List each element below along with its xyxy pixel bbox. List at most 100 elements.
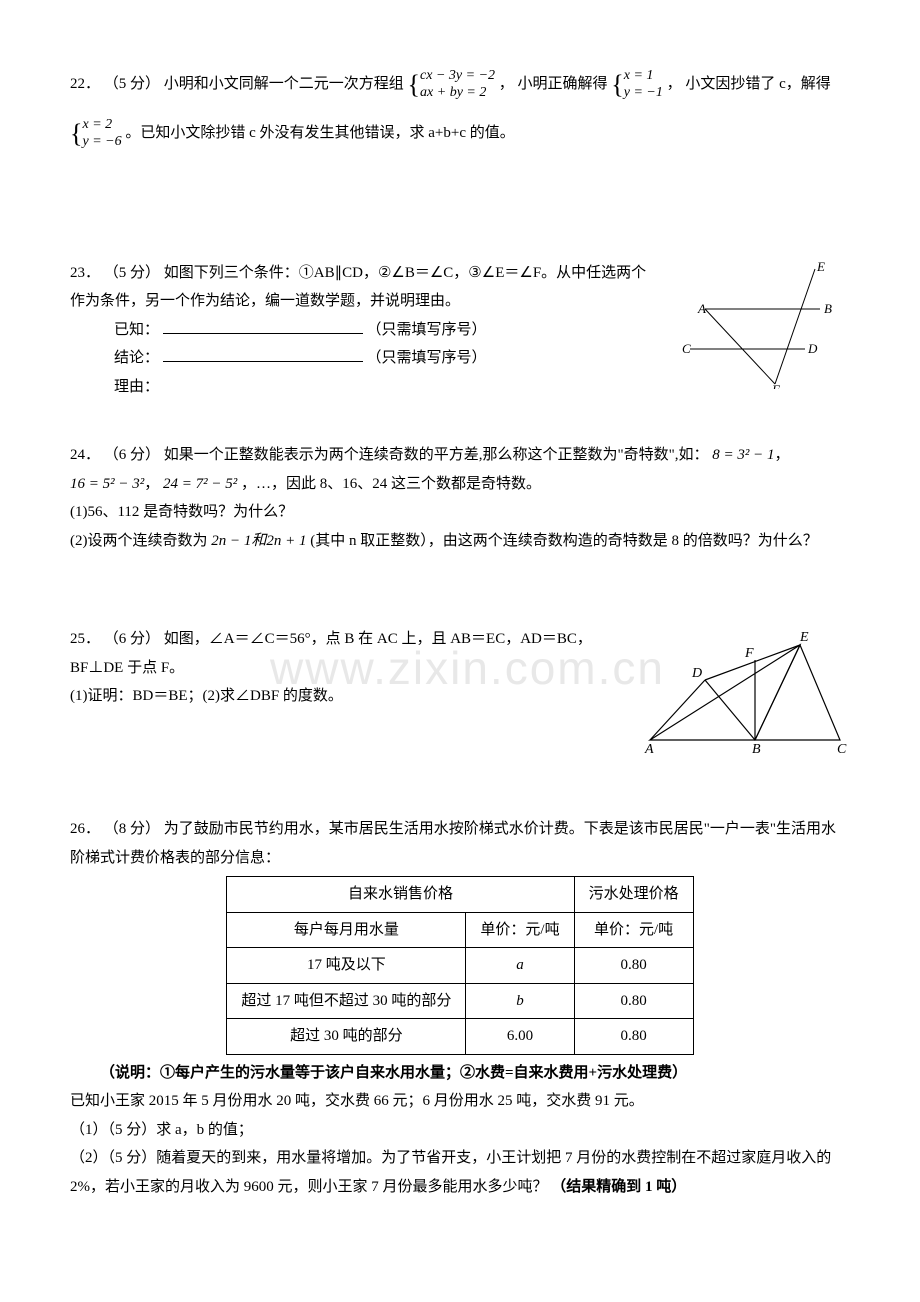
tier-2: 超过 30 吨的部分 bbox=[227, 1019, 466, 1055]
hdr-right: 污水处理价格 bbox=[574, 877, 693, 913]
pt-C: C bbox=[837, 742, 847, 755]
q24-line2: 16 = 5² − 3²， 24 = 7² − 5² ，…，因此 8、16、24… bbox=[70, 470, 850, 499]
q23-conclusion-note: （只需填写序号） bbox=[367, 350, 487, 366]
q26-text: 为了鼓励市民节约用水，某市居民生活用水按阶梯式水价计费。下表是该市民居民"一户一… bbox=[70, 821, 836, 866]
q25-parts: (1)证明：BD＝BE；(2)求∠DBF 的度数。 bbox=[70, 682, 620, 711]
water-price-table: 自来水销售价格 污水处理价格 每户每月用水量 单价：元/吨 单价：元/吨 17 … bbox=[226, 876, 693, 1055]
q24-part2-eq: 2n − 1和2n + 1 bbox=[211, 533, 306, 549]
q22-text-a: 小明和小文同解一个二元一次方程组 bbox=[164, 76, 404, 92]
q22-eq2-top: x = 1 bbox=[624, 68, 663, 85]
q22-eq1-bot: ax + by = 2 bbox=[420, 85, 495, 102]
q23-given-note: （只需填写序号） bbox=[367, 322, 487, 338]
tier-0: 17 吨及以下 bbox=[227, 948, 466, 984]
q22-line1: 22． （5 分） 小明和小文同解一个二元一次方程组 { cx − 3y = −… bbox=[70, 60, 850, 109]
q24-text-a: 如果一个正整数能表示为两个连续奇数的平方差,那么称这个正整数为"奇特数",如： bbox=[164, 447, 709, 463]
q23-conclusion-line: 结论： （只需填写序号） bbox=[70, 344, 660, 373]
q24-part2-a: (2)设两个连续奇数为 bbox=[70, 533, 208, 549]
q23-conclusion-blank[interactable] bbox=[163, 346, 363, 362]
q22-eq3-top: x = 2 bbox=[82, 117, 121, 134]
q24-eq-c: 24 = 7² − 5² bbox=[163, 476, 237, 492]
q23-number: 23． bbox=[70, 265, 100, 281]
sewage-0: 0.80 bbox=[574, 948, 693, 984]
q23-given-blank[interactable] bbox=[163, 318, 363, 334]
tier-1: 超过 17 吨但不超过 30 吨的部分 bbox=[227, 983, 466, 1019]
q24-line1: 24． （6 分） 如果一个正整数能表示为两个连续奇数的平方差,那么称这个正整数… bbox=[70, 441, 850, 470]
q22-text-d: 。已知小文除抄错 c 外没有发生其他错误，求 a+b+c 的值。 bbox=[125, 126, 514, 142]
q25-diagram-svg: A B C D E F bbox=[640, 625, 850, 755]
q24-comma2: ， bbox=[144, 476, 159, 492]
price-2: 6.00 bbox=[466, 1019, 574, 1055]
q26-part2-bold: （结果精确到 1 吨） bbox=[551, 1179, 686, 1195]
sewage-1: 0.80 bbox=[574, 983, 693, 1019]
q23-reason-label: 理由： bbox=[70, 373, 660, 402]
q22-line2: { x = 2 y = −6 。已知小文除抄错 c 外没有发生其他错误，求 a+… bbox=[70, 109, 850, 158]
q26-part2-text: （2）（5 分）随着夏天的到来，用水量将增加。为了节省开支，小王计划把 7 月份… bbox=[70, 1150, 831, 1195]
q26-number: 26． bbox=[70, 821, 100, 837]
q25-number: 25． bbox=[70, 631, 100, 647]
hdr-left: 自来水销售价格 bbox=[227, 877, 574, 913]
table-row: 17 吨及以下 a 0.80 bbox=[227, 948, 693, 984]
q22-eq3-bot: y = −6 bbox=[82, 134, 121, 151]
q24-part2: (2)设两个连续奇数为 2n − 1和2n + 1 (其中 n 取正整数），由这… bbox=[70, 527, 850, 556]
question-22: 22． （5 分） 小明和小文同解一个二元一次方程组 { cx − 3y = −… bbox=[70, 60, 850, 159]
q26-part2: （2）（5 分）随着夏天的到来，用水量将增加。为了节省开支，小王计划把 7 月份… bbox=[70, 1144, 850, 1201]
pt-D: D bbox=[691, 666, 702, 681]
q22-text-b: ， 小明正确解得 bbox=[499, 76, 608, 92]
q25-diagram: A B C D E F bbox=[640, 625, 850, 755]
q23-stem: 23． （5 分） 如图下列三个条件：①AB∥CD，②∠B＝∠C，③∠E＝∠F。… bbox=[70, 259, 660, 316]
sewage-2: 0.80 bbox=[574, 1019, 693, 1055]
table-row: 每户每月用水量 单价：元/吨 单价：元/吨 bbox=[227, 912, 693, 948]
q23-conclusion-label: 结论： bbox=[114, 350, 159, 366]
table-row: 超过 30 吨的部分 6.00 0.80 bbox=[227, 1019, 693, 1055]
q23-diagram: A B C D E F bbox=[680, 259, 850, 389]
q26-stem: 26． （8 分） 为了鼓励市民节约用水，某市居民生活用水按阶梯式水价计费。下表… bbox=[70, 815, 850, 872]
price-0: a bbox=[466, 948, 574, 984]
q22-number: 22． bbox=[70, 76, 100, 92]
q22-system-3: { x = 2 y = −6 bbox=[70, 109, 122, 158]
pt-D: D bbox=[807, 341, 818, 356]
row1-left: 每户每月用水量 bbox=[227, 912, 466, 948]
pt-E: E bbox=[799, 630, 809, 645]
row1-right: 单价：元/吨 bbox=[574, 912, 693, 948]
q26-points: （8 分） bbox=[104, 821, 160, 837]
q22-eq1-top: cx − 3y = −2 bbox=[420, 68, 495, 85]
price-1: b bbox=[466, 983, 574, 1019]
table-row: 超过 17 吨但不超过 30 吨的部分 b 0.80 bbox=[227, 983, 693, 1019]
q23-points: （5 分） bbox=[104, 265, 160, 281]
question-23: 23． （5 分） 如图下列三个条件：①AB∥CD，②∠B＝∠C，③∠E＝∠F。… bbox=[70, 259, 850, 402]
question-24: 24． （6 分） 如果一个正整数能表示为两个连续奇数的平方差,那么称这个正整数… bbox=[70, 441, 850, 555]
q22-system-1: { cx − 3y = −2 ax + by = 2 bbox=[408, 60, 495, 109]
q23-diagram-svg: A B C D E F bbox=[680, 259, 850, 389]
q24-points: （6 分） bbox=[104, 447, 160, 463]
q25-points: （6 分） bbox=[104, 631, 160, 647]
q24-number: 24． bbox=[70, 447, 100, 463]
q24-comma1: ， bbox=[775, 447, 790, 463]
q24-part2-b: (其中 n 取正整数），由这两个连续奇数构造的奇特数是 8 的倍数吗？为什么？ bbox=[310, 533, 818, 549]
q26-given: 已知小王家 2015 年 5 月份用水 20 吨，交水费 66 元；6 月份用水… bbox=[70, 1087, 850, 1116]
q24-eq-b: 16 = 5² − 3² bbox=[70, 476, 144, 492]
q25-stem: 25． （6 分） 如图，∠A＝∠C＝56°，点 B 在 AC 上，且 AB＝E… bbox=[70, 625, 620, 682]
q22-system-2: { x = 1 y = −1 bbox=[611, 60, 663, 109]
pt-F: F bbox=[771, 382, 781, 389]
pt-A: A bbox=[697, 301, 706, 316]
pt-A: A bbox=[644, 742, 654, 755]
q26-note: （说明：①每户产生的污水量等于该户自来水用水量；②水费=自来水费用+污水处理费） bbox=[70, 1059, 850, 1088]
q23-given-line: 已知： （只需填写序号） bbox=[70, 316, 660, 345]
pt-B: B bbox=[824, 301, 832, 316]
q22-points: （5 分） bbox=[104, 76, 160, 92]
question-25: www.zixin.com.cn 25． （6 分） 如图，∠A＝∠C＝56°，… bbox=[70, 625, 850, 755]
q23-given-label: 已知： bbox=[114, 322, 159, 338]
question-26: 26． （8 分） 为了鼓励市民节约用水，某市居民生活用水按阶梯式水价计费。下表… bbox=[70, 815, 850, 1201]
pt-C: C bbox=[682, 341, 691, 356]
pt-E: E bbox=[816, 259, 825, 274]
table-row: 自来水销售价格 污水处理价格 bbox=[227, 877, 693, 913]
q22-text-c: ， 小文因抄错了 c，解得 bbox=[667, 76, 831, 92]
q24-part1: (1)56、112 是奇特数吗？为什么？ bbox=[70, 498, 850, 527]
q24-eq-a: 8 = 3² − 1 bbox=[712, 447, 774, 463]
pt-F: F bbox=[744, 646, 754, 661]
pt-B: B bbox=[752, 742, 761, 755]
row1-mid: 单价：元/吨 bbox=[466, 912, 574, 948]
q26-part1: （1）（5 分）求 a，b 的值； bbox=[70, 1116, 850, 1145]
q22-eq2-bot: y = −1 bbox=[624, 85, 663, 102]
q24-text-b: ，…，因此 8、16、24 这三个数都是奇特数。 bbox=[241, 476, 541, 492]
